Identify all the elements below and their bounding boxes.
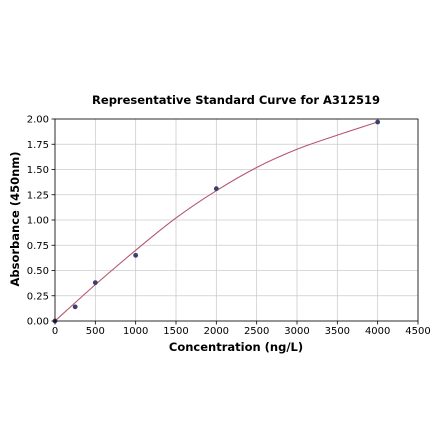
y-tick-label: 0.75 [27, 241, 49, 252]
grid [54, 118, 419, 322]
y-tick-label: 2.00 [27, 115, 49, 126]
y-tick-label: 0.50 [27, 266, 49, 277]
data-point [213, 186, 219, 192]
y-tick-label: 1.50 [27, 165, 49, 176]
x-tick-label: 500 [86, 326, 105, 337]
y-tick-label: 1.00 [27, 216, 49, 227]
x-tick-label: 1500 [163, 326, 188, 337]
y-tick-label: 0.25 [27, 291, 49, 302]
y-tick-label: 0.00 [27, 317, 49, 328]
y-tick-label: 1.25 [27, 190, 49, 201]
y-axis-label: Absorbance (450nm) [8, 151, 22, 286]
data-point [72, 304, 78, 310]
x-axis-ticks: 0 500 1000 1500 2000 2500 3000 3500 4000 4500 [52, 321, 431, 337]
x-tick-label: 2000 [204, 326, 229, 337]
y-tick-label: 1.75 [27, 140, 49, 151]
data-point [92, 280, 98, 286]
data-point [375, 119, 381, 125]
chart-title: Representative Standard Curve for A31251… [92, 93, 380, 107]
x-tick-label: 4500 [405, 326, 430, 337]
x-tick-label: 4000 [365, 326, 390, 337]
x-tick-label: 3000 [284, 326, 309, 337]
x-tick-label: 3500 [325, 326, 350, 337]
x-axis-label: Concentration (ng/L) [169, 340, 303, 354]
x-tick-label: 1000 [123, 326, 148, 337]
x-tick-label: 2500 [244, 326, 269, 337]
y-axis-ticks: 0.00 0.25 0.50 0.75 1.00 1.25 1.50 1.75 2.00 [27, 115, 55, 328]
x-tick-label: 0 [52, 326, 58, 337]
data-point [133, 252, 139, 258]
